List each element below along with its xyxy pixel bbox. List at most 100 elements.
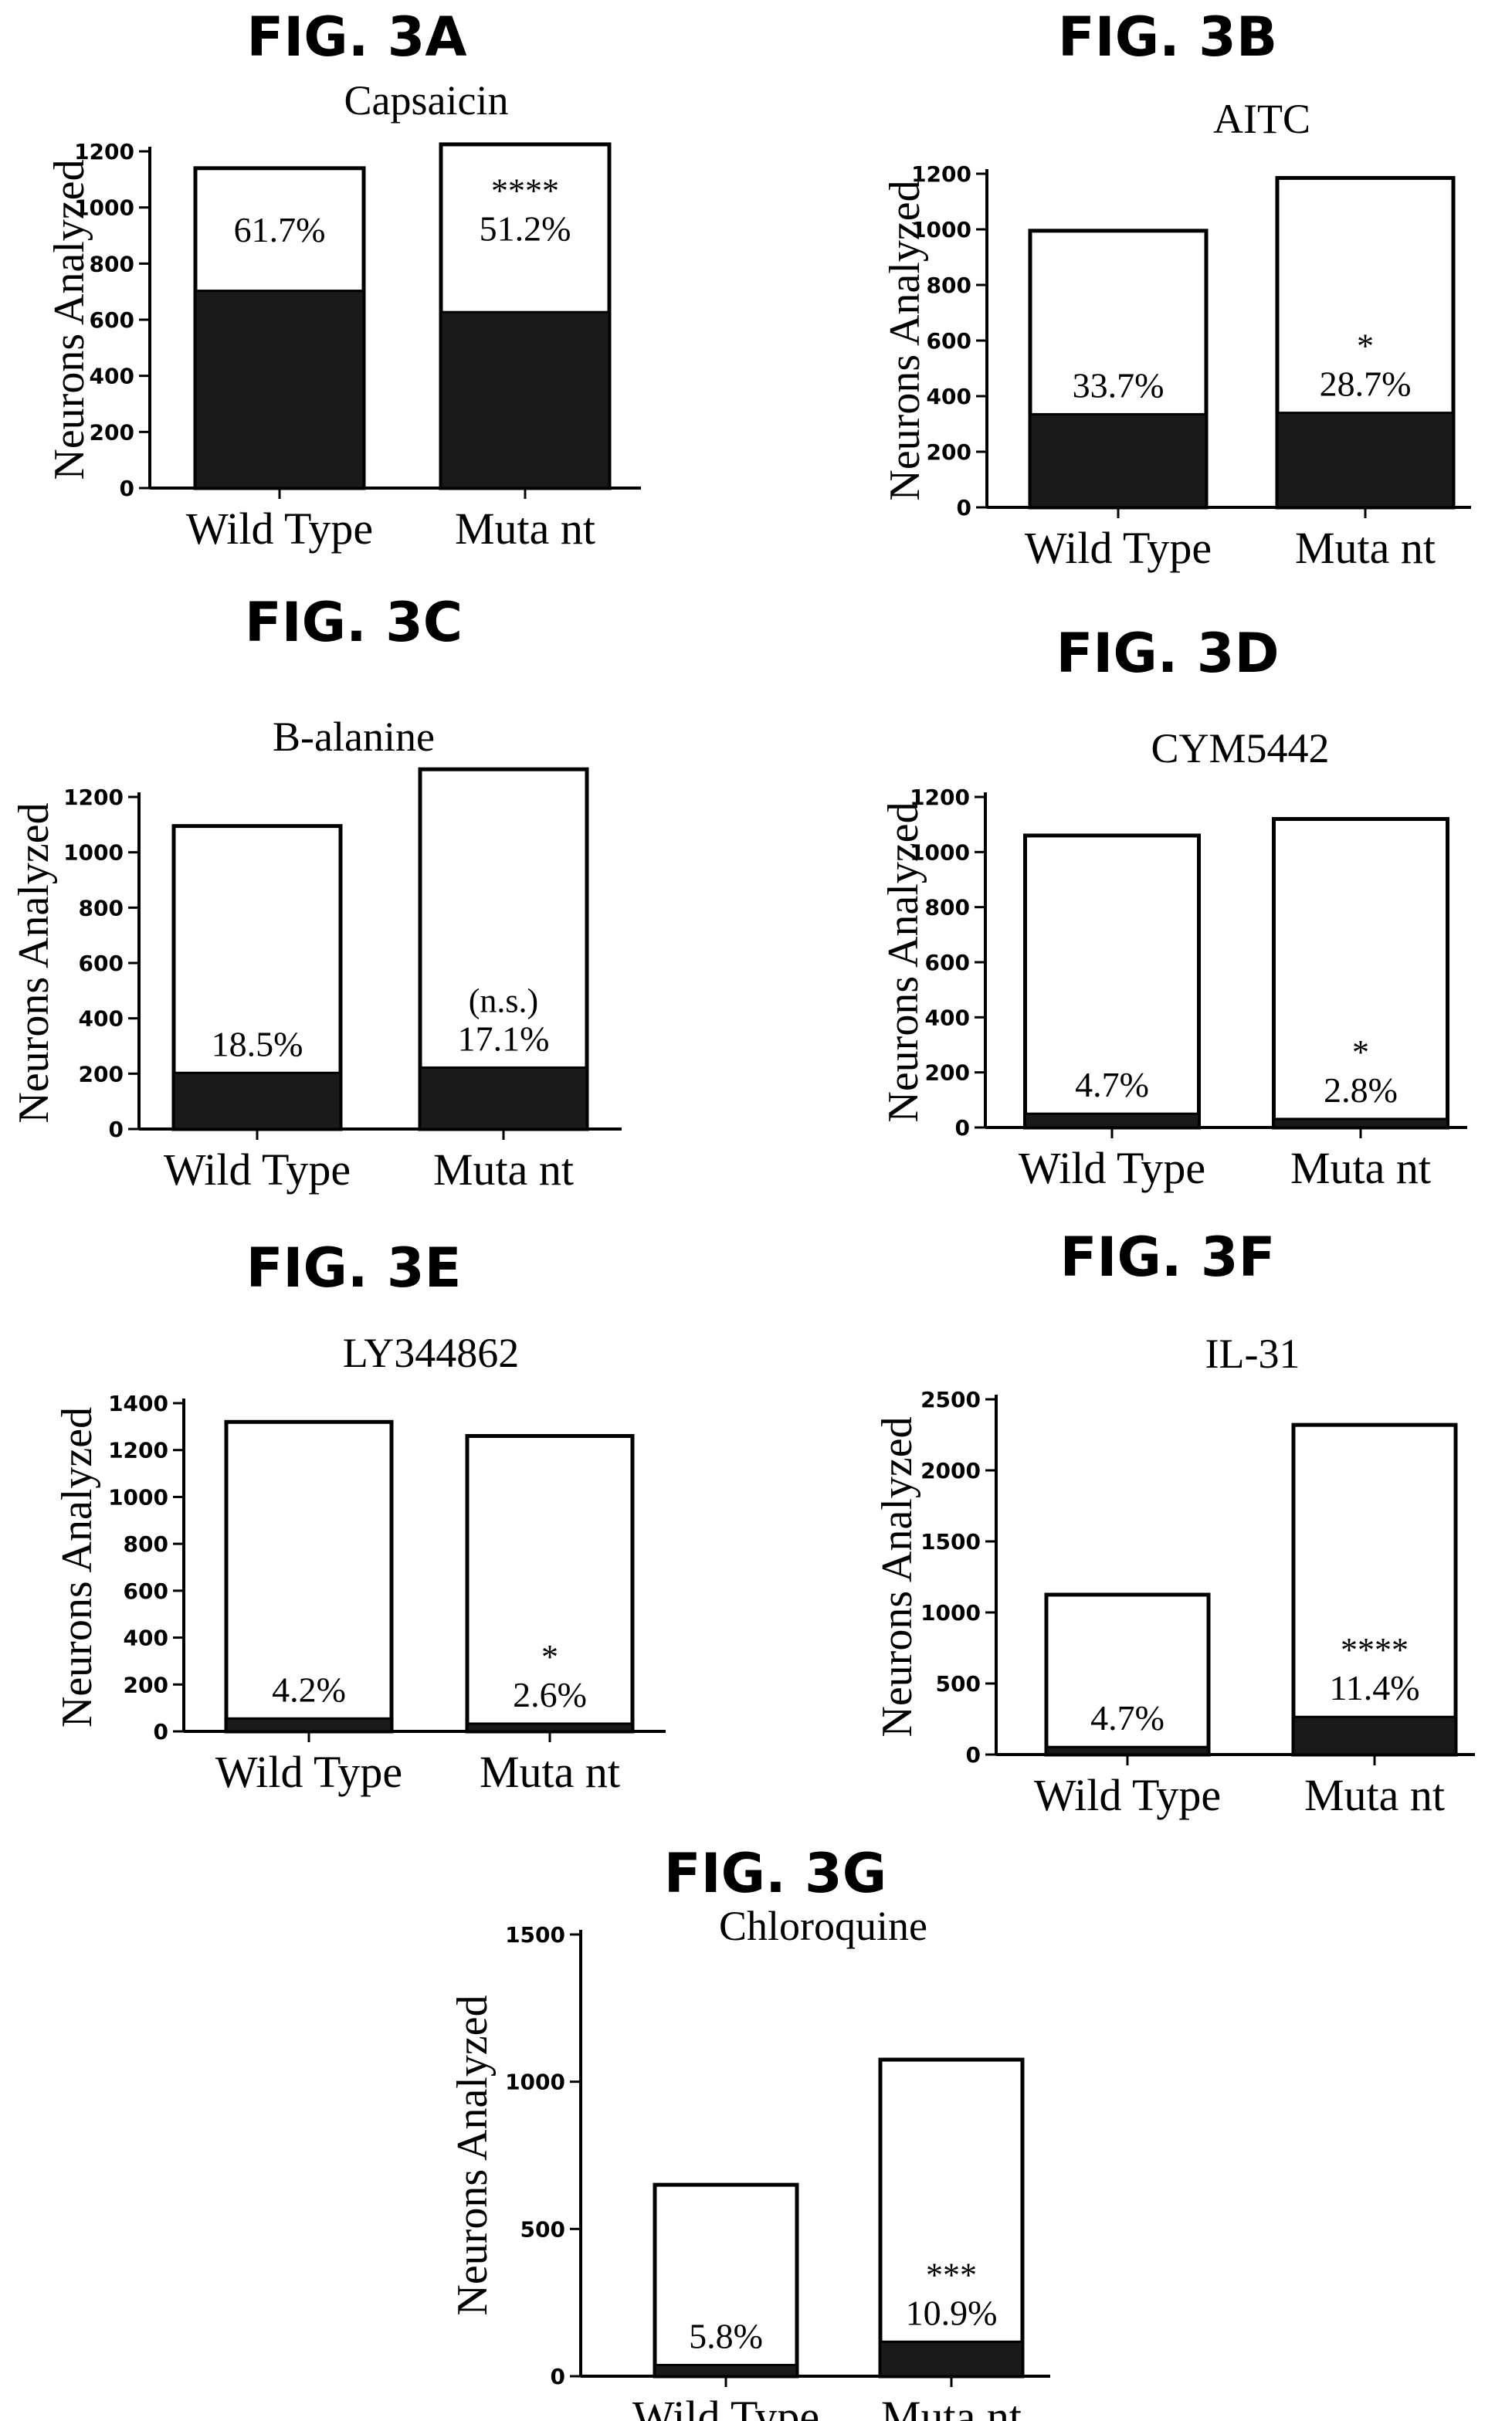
x-tick-label: Muta nt: [1290, 1143, 1431, 1193]
y-tick-label: 200: [927, 439, 971, 465]
figure-label: FIG. 3E: [246, 1236, 462, 1300]
y-tick-label: 1200: [108, 1438, 168, 1463]
x-tick-label: Muta nt: [455, 504, 595, 554]
bar-responders: [1273, 1117, 1449, 1129]
significance-marker: ****: [1341, 1631, 1409, 1669]
bar-percent-label: 18.5%: [212, 1024, 303, 1063]
chart-panel-e: FIG. 3E LY344862 Neurons Analyzed 0 200 400 60…: [53, 1236, 666, 1797]
x-tick-label: Wild Type: [1025, 523, 1212, 573]
figure-label: FIG. 3G: [664, 1842, 887, 1905]
y-tick-label: 600: [925, 950, 970, 975]
x-tick-label: Wild Type: [632, 2392, 819, 2421]
chart-title: AITC: [1213, 96, 1310, 142]
bar-total: [1272, 817, 1449, 1130]
y-tick-label: 1200: [63, 785, 124, 810]
y-tick-label: 500: [520, 2216, 565, 2242]
y-tick-label: 1000: [108, 1484, 168, 1510]
figure-label: FIG. 3F: [1060, 1226, 1276, 1289]
x-tick-label: Wild Type: [186, 504, 373, 554]
y-tick-label: 600: [79, 951, 124, 976]
chart-title: CYM5442: [1151, 725, 1329, 771]
bar-percent-label: 17.1%: [458, 1019, 550, 1058]
y-tick-label: 500: [936, 1671, 981, 1697]
bar-responders: [879, 2340, 1024, 2378]
bar-percent-label: 2.6%: [513, 1675, 587, 1714]
y-tick-label: 1400: [108, 1391, 168, 1416]
y-tick-label: 0: [966, 1742, 981, 1768]
chart-panel-a: FIG. 3A Capsaicin Neurons Analyzed 0 200 400 6…: [46, 5, 641, 554]
x-tick-label: Muta nt: [1295, 523, 1436, 573]
bar-percent-label: 61.7%: [234, 210, 326, 249]
bar-total: [224, 1419, 394, 1734]
y-tick-label: 400: [124, 1626, 168, 1651]
significance-marker: (n.s.): [469, 982, 538, 1019]
y-tick-label: 1200: [910, 785, 970, 810]
x-tick-label: Wild Type: [215, 1747, 402, 1797]
y-tick-label: 0: [955, 1115, 970, 1141]
y-tick-label: 0: [109, 1117, 124, 1142]
y-tick-label: 1000: [911, 217, 971, 242]
y-tick-label: 200: [925, 1060, 970, 1086]
chart-panel-c: FIG. 3C B-alanine Neurons Analyzed 0 200 400 6…: [10, 591, 622, 1195]
y-tick-label: 1500: [505, 1922, 565, 1948]
bar-responders: [1045, 1745, 1210, 1756]
bar-percent-label: 2.8%: [1324, 1070, 1398, 1110]
bar-percent-label: 51.2%: [480, 209, 571, 249]
y-tick-label: 1200: [911, 161, 971, 187]
chart-title: IL-31: [1205, 1331, 1300, 1377]
figure-label: FIG. 3A: [246, 5, 466, 69]
y-tick-label: 600: [124, 1578, 168, 1604]
y-axis-label: Neurons Analyzed: [53, 1407, 101, 1728]
x-tick-label: Wild Type: [1019, 1143, 1205, 1193]
bar-percent-label: 4.7%: [1075, 1065, 1149, 1104]
y-tick-label: 800: [925, 895, 970, 921]
y-tick-label: 1000: [63, 840, 124, 866]
bar-percent-label: 5.8%: [689, 2317, 763, 2356]
significance-marker: *: [1357, 327, 1374, 365]
chart-panel-d: FIG. 3D CYM5442 Neurons Analyzed 0 200 400 600…: [880, 622, 1467, 1193]
significance-marker: *: [541, 1638, 558, 1676]
bar-percent-label: 4.2%: [272, 1670, 346, 1709]
y-tick-label: 800: [79, 895, 124, 921]
figure-label: FIG. 3D: [1056, 622, 1279, 685]
y-tick-label: 0: [154, 1719, 168, 1745]
figure-label: FIG. 3B: [1058, 5, 1277, 69]
x-tick-label: Wild Type: [1034, 1770, 1221, 1820]
y-tick-label: 200: [79, 1061, 124, 1087]
bar-responders: [1029, 412, 1208, 509]
bar-total: [1291, 1422, 1458, 1757]
y-tick-label: 1000: [505, 2070, 565, 2095]
bar-responders: [466, 1722, 634, 1733]
y-tick-label: 1500: [920, 1529, 981, 1555]
bar-percent-label: 10.9%: [906, 2293, 998, 2332]
bar-responders: [1292, 1715, 1457, 1756]
y-tick-label: 0: [120, 476, 134, 501]
y-tick-label: 1000: [74, 195, 134, 221]
bar-percent-label: 11.4%: [1329, 1668, 1419, 1707]
x-tick-label: Muta nt: [1304, 1770, 1445, 1820]
x-tick-label: Wild Type: [164, 1144, 351, 1195]
bar-responders: [225, 1717, 393, 1733]
y-tick-label: 400: [79, 1006, 124, 1032]
chart-panel-f: FIG. 3F IL-31 Neurons Analyzed 0 500 1000 1500…: [873, 1226, 1475, 1820]
y-tick-label: 0: [957, 495, 971, 520]
chart-title: Capsaicin: [344, 77, 509, 124]
bar-responders: [439, 310, 611, 490]
y-tick-label: 800: [927, 273, 971, 298]
chart-title: LY344862: [343, 1330, 520, 1376]
bar-responders: [172, 1071, 342, 1131]
y-axis-label: Neurons Analyzed: [881, 180, 929, 500]
y-tick-label: 1000: [910, 839, 970, 865]
chart-title: Chloroquine: [719, 1903, 927, 1949]
y-tick-label: 800: [90, 251, 134, 276]
y-tick-label: 600: [90, 307, 134, 333]
chart-panel-b: FIG. 3B AITC Neurons Analyzed 0 200 400 600 800…: [881, 5, 1471, 573]
significance-marker: *: [1352, 1033, 1369, 1071]
y-tick-label: 400: [925, 1005, 970, 1030]
x-tick-label: Muta nt: [480, 1747, 620, 1797]
bar-total: [1044, 1592, 1211, 1757]
y-axis-label: Neurons Analyzed: [449, 1995, 497, 2315]
bar-responders: [653, 2364, 798, 2378]
